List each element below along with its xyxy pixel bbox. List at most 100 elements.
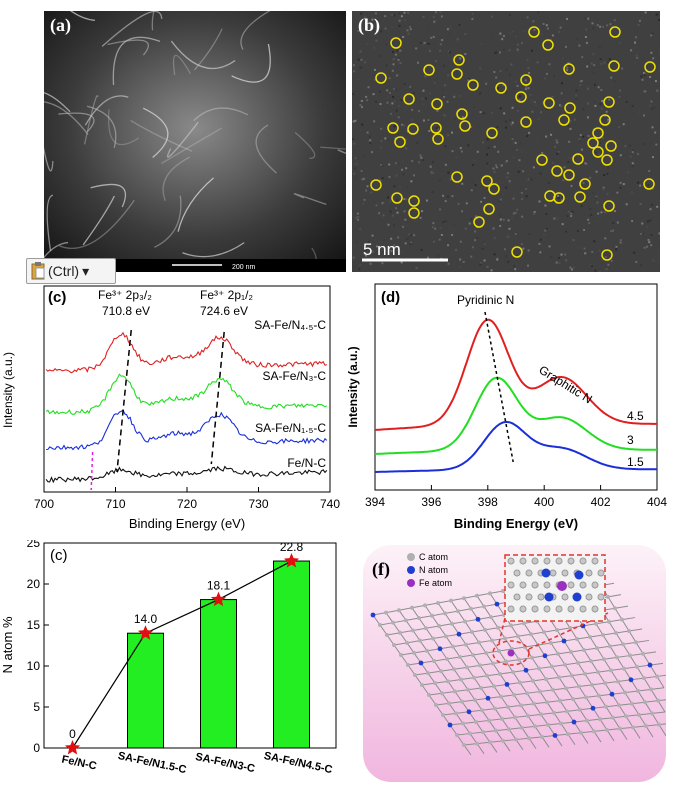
c-c-bond (424, 602, 439, 606)
c-c-bond (419, 638, 434, 642)
c-c-bond (476, 592, 491, 597)
lattice-speck (474, 215, 477, 218)
lattice-speck (615, 245, 618, 248)
c-c-bond (483, 606, 492, 618)
lattice-speck (499, 214, 502, 217)
lattice-speck (358, 264, 361, 267)
annotation-fe-2p1: Fe³⁺ 2p₁/₂ (200, 288, 253, 302)
c-c-bond (510, 622, 525, 627)
lattice-speck (593, 240, 596, 243)
lattice-speck (357, 78, 360, 81)
lattice-speck (522, 170, 525, 173)
lattice-speck (359, 227, 362, 230)
lattice-speck (401, 123, 404, 126)
lattice-speck (592, 191, 595, 194)
lattice-speck (621, 67, 624, 70)
nanosheet-fold (44, 92, 71, 113)
c-c-bond (513, 692, 528, 696)
series-line-1 (45, 373, 328, 415)
c-c-bond (460, 679, 469, 691)
lattice-speck (561, 199, 564, 202)
nanosheet-fold (162, 156, 191, 201)
lattice-speck (470, 218, 473, 221)
lattice-speck (372, 23, 375, 26)
plot-frame (43, 542, 337, 749)
lattice-speck (418, 161, 421, 164)
lattice-speck (569, 120, 572, 123)
lattice-speck (650, 234, 653, 237)
lattice-speck (491, 34, 494, 37)
c-c-bond (489, 741, 498, 753)
lattice-speck (536, 11, 539, 14)
c-atom (451, 644, 455, 649)
c-c-bond (479, 662, 494, 666)
c-c-bond (428, 692, 443, 696)
lattice-speck (459, 240, 462, 243)
lattice-speck (556, 217, 559, 220)
lattice-speck (603, 187, 606, 190)
nanosheet-fold (294, 131, 316, 160)
lattice-speck (515, 80, 518, 83)
lattice-speck (413, 91, 416, 94)
lattice-speck (562, 56, 565, 59)
lattice-speck (639, 203, 642, 206)
series-line-0 (374, 318, 657, 431)
c-c-bond (479, 665, 488, 677)
c-atom (424, 626, 428, 631)
lattice-speck (444, 200, 447, 203)
lattice-speck (560, 92, 563, 95)
lattice-speck (507, 235, 510, 238)
lattice-speck (516, 43, 519, 46)
lattice-speck (567, 124, 570, 127)
lattice-speck (447, 134, 450, 137)
lattice-speck (541, 33, 544, 36)
c-c-bond (501, 718, 510, 730)
c-c-bond (462, 721, 477, 724)
c-c-bond (576, 636, 591, 640)
lattice-speck (459, 258, 462, 261)
c-c-bond (550, 642, 559, 655)
c-c-bond (530, 631, 545, 635)
lattice-speck (644, 11, 647, 14)
lattice-speck (613, 80, 616, 83)
c-atom (487, 718, 491, 723)
c-c-bond (580, 732, 589, 744)
c-atom (585, 593, 593, 601)
lattice-speck (530, 49, 533, 52)
lattice-speck (391, 102, 394, 105)
lattice-speck (398, 12, 401, 15)
lattice-speck (490, 111, 493, 114)
lattice-speck (493, 236, 496, 239)
lattice-speck (471, 12, 474, 15)
lattice-speck (453, 118, 456, 121)
paste-options-button[interactable]: (Ctrl) ▾ (26, 258, 116, 284)
lattice-speck (492, 167, 495, 170)
c-c-bond (643, 675, 658, 679)
c-c-bond (481, 708, 496, 711)
data-point-marker (137, 625, 154, 640)
lattice-speck (384, 27, 387, 30)
lattice-speck (573, 266, 576, 269)
c-c-bond (564, 664, 573, 676)
lattice-speck (509, 31, 512, 34)
c-c-bond (532, 680, 541, 692)
lattice-speck (461, 116, 464, 119)
lattice-speck (419, 154, 422, 157)
lattice-speck (584, 100, 587, 103)
lattice-speck (374, 12, 377, 15)
lattice-speck (526, 16, 529, 19)
c-atom (449, 598, 453, 603)
lattice-speck (353, 172, 356, 175)
c-atom (538, 689, 542, 694)
lattice-speck (607, 61, 610, 64)
c-atom (525, 569, 533, 577)
lattice-speck (639, 184, 642, 187)
c-atom (455, 733, 459, 737)
lattice-speck (615, 248, 618, 251)
lattice-speck (555, 139, 558, 142)
fe-atom (557, 581, 567, 591)
lattice-speck (584, 162, 587, 165)
c-c-bond (552, 689, 561, 701)
lattice-speck (648, 72, 651, 75)
lattice-speck (587, 116, 590, 119)
